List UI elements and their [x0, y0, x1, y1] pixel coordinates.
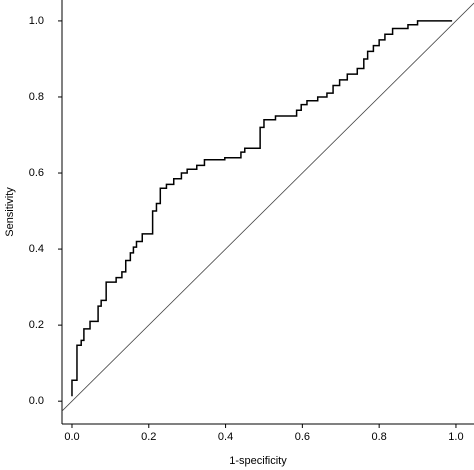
x-tick-label: 0.4 [218, 431, 233, 443]
x-tick-label: 1.0 [448, 431, 463, 443]
y-tick-label: 1.0 [29, 15, 44, 27]
roc-curve [71, 20, 453, 397]
x-tick-label: 0.2 [141, 431, 156, 443]
y-tick-label: 0.6 [29, 167, 44, 179]
x-tick-label: 0.6 [295, 431, 310, 443]
y-tick-label: 0.2 [29, 319, 44, 331]
x-tick-label: 0.0 [64, 431, 79, 443]
y-tick-label: 0.4 [29, 243, 44, 255]
y-axis-label: Sensitivity [4, 187, 16, 237]
y-tick-label: 0.0 [29, 395, 44, 407]
x-axis-label: 1-specificity [229, 455, 287, 467]
reference-diagonal [61, 2, 474, 412]
y-tick-label: 0.8 [29, 91, 44, 103]
x-tick-label: 0.8 [372, 431, 387, 443]
